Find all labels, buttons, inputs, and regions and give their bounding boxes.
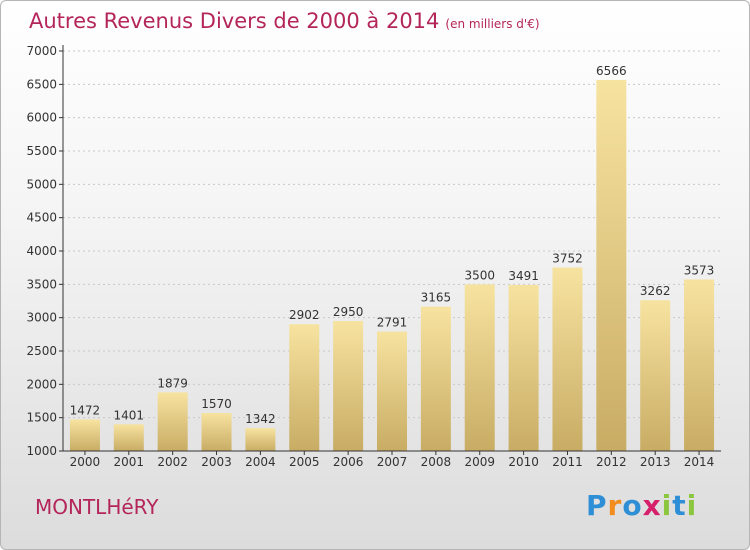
value-label: 3573 <box>684 263 715 277</box>
value-label: 2791 <box>377 316 408 330</box>
y-tick-label: 2000 <box>26 377 57 391</box>
y-tick-label: 4000 <box>26 244 57 258</box>
x-tick-label: 2004 <box>245 455 276 469</box>
x-tick-label: 2003 <box>201 455 232 469</box>
y-tick-label: 1500 <box>26 411 57 425</box>
chart-subtitle: (en milliers d'€) <box>445 17 540 31</box>
x-tick-label: 2014 <box>684 455 715 469</box>
proxiti-logo: Proxiti <box>586 489 697 522</box>
bar-2001 <box>113 424 144 451</box>
value-label: 1879 <box>157 376 188 390</box>
x-tick-label: 2012 <box>596 455 627 469</box>
x-tick-label: 2010 <box>508 455 539 469</box>
value-label: 1342 <box>245 412 276 426</box>
bar-2010 <box>508 284 539 451</box>
bar-2009 <box>464 284 495 451</box>
value-label: 1401 <box>114 408 145 422</box>
value-label: 3262 <box>640 284 671 298</box>
bar-2011 <box>552 267 583 451</box>
value-label: 1472 <box>70 404 101 418</box>
chart-title: Autres Revenus Divers de 2000 à 2014 (en … <box>29 9 540 33</box>
bar-2005 <box>289 324 320 451</box>
logo-letter: i <box>686 489 698 522</box>
value-label: 3752 <box>552 252 583 266</box>
logo-letter: t <box>672 489 687 522</box>
value-label: 3500 <box>464 268 495 282</box>
value-label: 6566 <box>596 64 627 78</box>
x-tick-label: 2000 <box>70 455 101 469</box>
logo-letter: i <box>661 489 673 522</box>
value-label: 2950 <box>333 305 364 319</box>
x-tick-label: 2007 <box>377 455 408 469</box>
x-tick-label: 2005 <box>289 455 320 469</box>
logo-letter: P <box>586 489 608 522</box>
logo-letter: x <box>642 489 662 522</box>
x-tick-label: 2002 <box>157 455 188 469</box>
bar-2008 <box>420 306 451 451</box>
bar-2000 <box>69 419 100 451</box>
y-tick-label: 3500 <box>26 277 57 291</box>
logo-letter: r <box>607 489 623 522</box>
city-name: MONTLHéRY <box>35 495 159 519</box>
y-tick-label: 1000 <box>26 444 57 458</box>
bars <box>69 79 715 451</box>
value-label: 3165 <box>421 291 452 305</box>
x-tick-label: 2006 <box>333 455 364 469</box>
y-tick-label: 3000 <box>26 311 57 325</box>
value-label: 3491 <box>508 269 539 283</box>
bar-2014 <box>684 279 715 451</box>
bar-2002 <box>157 392 188 451</box>
y-tick-label: 6000 <box>26 111 57 125</box>
x-tick-label: 2008 <box>421 455 452 469</box>
y-tick-label: 6500 <box>26 77 57 91</box>
bar-2007 <box>377 331 407 451</box>
y-tick-label: 7000 <box>26 44 57 58</box>
axes <box>59 45 721 455</box>
bar-2013 <box>640 300 671 451</box>
x-tick-label: 2001 <box>114 455 145 469</box>
y-tick-label: 5500 <box>26 144 57 158</box>
logo-letter: o <box>622 489 643 522</box>
value-label: 2902 <box>289 308 320 322</box>
bar-2003 <box>201 413 232 451</box>
x-tick-label: 2013 <box>640 455 671 469</box>
labels: 1000 1500 2000 2500 3000 3500 4000 4500 5000 5500… <box>26 44 714 469</box>
bar-2004 <box>245 428 276 451</box>
x-tick-label: 2011 <box>552 455 583 469</box>
y-tick-label: 2500 <box>26 344 57 358</box>
value-label: 1570 <box>201 397 232 411</box>
y-tick-label: 5000 <box>26 177 57 191</box>
bar-2006 <box>333 321 364 451</box>
x-tick-label: 2009 <box>464 455 495 469</box>
bar-2012 <box>596 79 627 451</box>
chart-title-text: Autres Revenus Divers de 2000 à 2014 <box>29 9 440 33</box>
y-tick-label: 4500 <box>26 211 57 225</box>
